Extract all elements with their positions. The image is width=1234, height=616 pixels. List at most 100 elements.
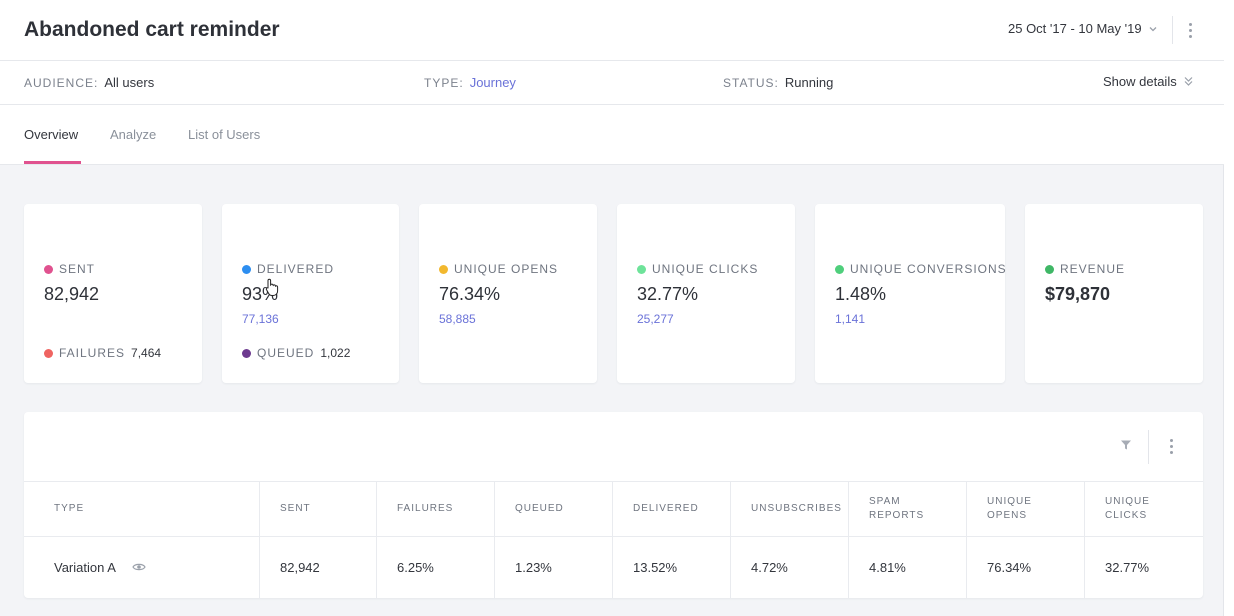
queued-stat: QUEUED 1,022 bbox=[242, 346, 350, 360]
column-divider bbox=[376, 481, 377, 598]
queued-label: QUEUED bbox=[257, 346, 315, 360]
kebab-menu-icon[interactable] bbox=[1183, 20, 1197, 40]
column-divider bbox=[612, 481, 613, 598]
status-dot bbox=[637, 264, 646, 274]
metric-label: UNIQUE CLICKS bbox=[637, 262, 758, 276]
date-range-picker[interactable]: 25 Oct '17 - 10 May '19 bbox=[1008, 21, 1158, 36]
divider bbox=[1172, 16, 1173, 44]
revenue-label: REVENUE bbox=[1060, 262, 1126, 276]
delivered-count: 77,136 bbox=[242, 312, 279, 326]
tab-list-of-users[interactable]: List of Users bbox=[188, 127, 261, 142]
tab-analyze[interactable]: Analyze bbox=[110, 127, 157, 142]
unique-conversions-count: 1,141 bbox=[835, 312, 866, 326]
failures-stat: FAILURES 7,464 bbox=[44, 346, 161, 360]
column-header-unique-opens[interactable]: UNIQUE OPENS bbox=[987, 496, 1032, 521]
metric-card-delivered[interactable]: DELIVERED 93% 77,136 QUEUED 1,022 bbox=[222, 204, 399, 383]
column-header-delivered[interactable]: DELIVERED bbox=[633, 503, 699, 514]
metric-label: REVENUE bbox=[1045, 262, 1125, 276]
column-header-unsubscribes[interactable]: UNSUBSCRIBES bbox=[751, 503, 842, 514]
divider bbox=[0, 104, 1224, 105]
active-tab-indicator bbox=[24, 161, 81, 164]
column-divider bbox=[1084, 481, 1085, 598]
metric-card-unique-conversions[interactable]: UNIQUE CONVERSIONS 1.48% 1,141 bbox=[815, 204, 1007, 383]
table-cell-unsubscribes: 4.72% bbox=[751, 559, 788, 575]
metric-label: DELIVERED bbox=[242, 262, 334, 276]
column-divider bbox=[730, 481, 731, 598]
status-dot bbox=[44, 264, 53, 274]
page-title: Abandoned cart reminder bbox=[24, 18, 280, 41]
unique-clicks-label: UNIQUE CLICKS bbox=[652, 262, 759, 276]
column-header-failures[interactable]: FAILURES bbox=[397, 503, 454, 514]
failures-value: 7,464 bbox=[131, 346, 162, 360]
column-header-spam-reports[interactable]: SPAM REPORTS bbox=[869, 496, 925, 521]
status-dot bbox=[1045, 264, 1054, 274]
unique-conversions-value: 1.48% bbox=[835, 284, 887, 304]
campaign-header: Abandoned cart reminder 25 Oct '17 - 10 … bbox=[0, 0, 1224, 165]
column-header-sent[interactable]: SENT bbox=[280, 503, 311, 514]
unique-opens-value: 76.34% bbox=[439, 284, 501, 304]
double-chevron-down-icon bbox=[1184, 77, 1193, 86]
eye-icon[interactable] bbox=[132, 562, 146, 572]
kebab-menu-icon[interactable] bbox=[1164, 436, 1178, 456]
status-value: Running bbox=[784, 75, 834, 90]
revenue-value: $79,870 bbox=[1045, 284, 1111, 304]
divider bbox=[1148, 430, 1149, 464]
column-divider bbox=[259, 481, 260, 598]
type-meta: TYPE: Journey bbox=[424, 75, 516, 90]
status-meta: STATUS: Running bbox=[723, 75, 833, 90]
unique-clicks-count: 25,277 bbox=[637, 312, 674, 326]
show-details-label: Show details bbox=[1103, 74, 1177, 89]
column-header-queued[interactable]: QUEUED bbox=[515, 503, 564, 514]
metric-label: UNIQUE OPENS bbox=[439, 262, 558, 276]
date-range-label: 25 Oct '17 - 10 May '19 bbox=[1008, 21, 1142, 36]
audience-label: AUDIENCE: bbox=[24, 75, 99, 90]
divider bbox=[24, 481, 1203, 482]
cursor-icon bbox=[265, 278, 279, 296]
status-dot bbox=[835, 264, 844, 274]
window-edge bbox=[1225, 0, 1234, 616]
table-cell-type: Variation A bbox=[54, 537, 254, 597]
divider bbox=[24, 536, 1203, 537]
metric-label: SENT bbox=[44, 262, 95, 276]
table-cell-delivered: 13.52% bbox=[633, 559, 678, 575]
unique-clicks-value: 32.77% bbox=[637, 284, 699, 304]
unique-conversions-label: UNIQUE CONVERSIONS bbox=[850, 262, 1007, 276]
table-cell-queued: 1.23% bbox=[515, 559, 552, 575]
tab-overview[interactable]: Overview bbox=[24, 127, 79, 142]
column-header-unique-clicks[interactable]: UNIQUE CLICKS bbox=[1105, 496, 1150, 521]
type-value-link[interactable]: Journey bbox=[469, 75, 516, 90]
audience-meta: AUDIENCE: All users bbox=[24, 75, 154, 90]
audience-value: All users bbox=[104, 75, 155, 90]
delivered-label: DELIVERED bbox=[257, 262, 335, 276]
metric-label: UNIQUE CONVERSIONS bbox=[835, 262, 1007, 276]
column-divider bbox=[966, 481, 967, 598]
metric-card-sent[interactable]: SENT 82,942 FAILURES 7,464 bbox=[24, 204, 202, 383]
column-divider bbox=[494, 481, 495, 598]
status-dot bbox=[44, 348, 53, 358]
column-header-type[interactable]: TYPE bbox=[54, 503, 85, 514]
unique-opens-count: 58,885 bbox=[439, 312, 476, 326]
queued-value: 1,022 bbox=[320, 346, 351, 360]
failures-label: FAILURES bbox=[59, 346, 126, 360]
metric-card-unique-clicks[interactable]: UNIQUE CLICKS 32.77% 25,277 bbox=[617, 204, 795, 383]
metric-card-unique-opens[interactable]: UNIQUE OPENS 76.34% 58,885 bbox=[419, 204, 597, 383]
table-cell-failures: 6.25% bbox=[397, 559, 434, 575]
table-cell-sent: 82,942 bbox=[280, 559, 320, 575]
chevron-down-icon bbox=[1149, 26, 1157, 31]
filter-icon[interactable] bbox=[1120, 439, 1132, 451]
variations-table-card: TYPE SENT FAILURES QUEUED DELIVERED UNSU… bbox=[24, 412, 1203, 598]
status-dot bbox=[439, 264, 448, 274]
status-dot bbox=[242, 348, 251, 358]
column-divider bbox=[848, 481, 849, 598]
show-details-toggle[interactable]: Show details bbox=[1103, 74, 1194, 89]
variation-name: Variation A bbox=[54, 559, 116, 575]
unique-opens-label: UNIQUE OPENS bbox=[454, 262, 559, 276]
status-dot bbox=[242, 264, 251, 274]
table-cell-unique-clicks: 32.77% bbox=[1105, 559, 1150, 575]
sent-value: 82,942 bbox=[44, 284, 100, 304]
table-cell-spam-reports: 4.81% bbox=[869, 559, 906, 575]
table-cell-unique-opens: 76.34% bbox=[987, 559, 1032, 575]
metric-card-revenue[interactable]: REVENUE $79,870 bbox=[1025, 204, 1203, 383]
sent-label: SENT bbox=[59, 262, 96, 276]
divider bbox=[0, 60, 1224, 61]
